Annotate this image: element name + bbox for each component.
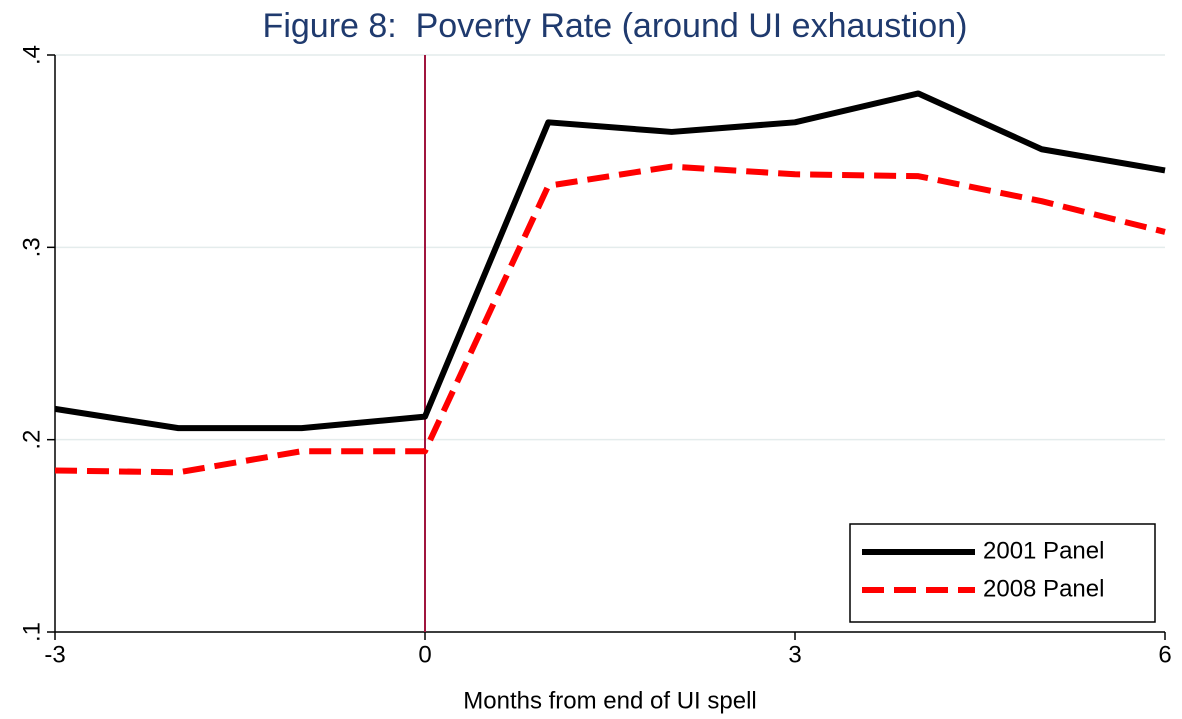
y-tick-label: .3: [18, 237, 45, 257]
legend-label: 2001 Panel: [983, 537, 1104, 564]
y-tick-label: .1: [18, 622, 45, 642]
legend-label: 2008 Panel: [983, 575, 1104, 602]
x-tick-label: -3: [44, 641, 65, 668]
x-axis-label: Months from end of UI spell: [463, 687, 756, 714]
x-tick-label: 0: [418, 641, 431, 668]
line-series: [54, 90, 1166, 432]
x-tick-label: 3: [788, 641, 801, 668]
y-tick-label: .4: [18, 45, 45, 65]
line-series: [54, 163, 1166, 476]
legend-box: [849, 523, 1156, 623]
y-tick-label: .2: [18, 430, 45, 450]
chart-title: Figure 8: Poverty Rate (around UI exhaus…: [263, 7, 968, 45]
x-tick-label: 6: [1158, 641, 1171, 668]
